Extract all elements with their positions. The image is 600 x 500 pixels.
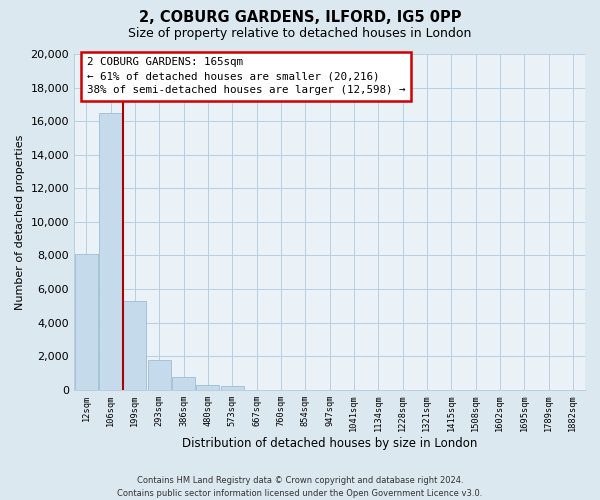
Bar [221, 386, 244, 390]
Y-axis label: Number of detached properties: Number of detached properties [15, 134, 25, 310]
Bar [99, 113, 122, 390]
X-axis label: Distribution of detached houses by size in London: Distribution of detached houses by size … [182, 437, 477, 450]
Bar [172, 377, 195, 390]
Text: 2 COBURG GARDENS: 165sqm
← 61% of detached houses are smaller (20,216)
38% of se: 2 COBURG GARDENS: 165sqm ← 61% of detach… [86, 58, 405, 96]
Text: Contains HM Land Registry data © Crown copyright and database right 2024.
Contai: Contains HM Land Registry data © Crown c… [118, 476, 482, 498]
Bar [148, 360, 171, 390]
Text: Size of property relative to detached houses in London: Size of property relative to detached ho… [128, 28, 472, 40]
Bar [74, 254, 98, 390]
Bar [196, 385, 220, 390]
Text: 2, COBURG GARDENS, ILFORD, IG5 0PP: 2, COBURG GARDENS, ILFORD, IG5 0PP [139, 10, 461, 25]
Bar [124, 301, 146, 390]
